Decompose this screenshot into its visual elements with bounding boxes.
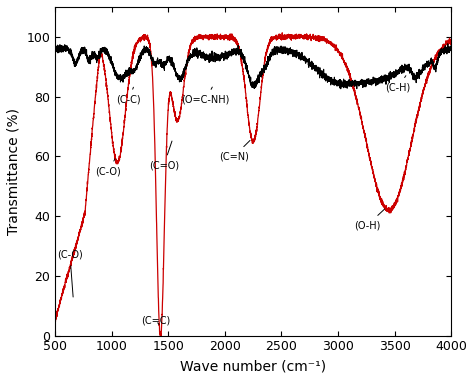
X-axis label: Wave number (cm⁻¹): Wave number (cm⁻¹) [180,359,326,373]
Text: (C=O): (C=O) [149,141,179,170]
Text: (C=N): (C=N) [219,140,250,162]
Text: (C=C): (C=C) [141,316,171,326]
Text: (C-C): (C-C) [117,87,141,105]
Text: (O=C-NH): (O=C-NH) [182,87,230,105]
Text: (C-O): (C-O) [57,250,83,297]
Text: (O-H): (O-H) [354,209,384,230]
Text: (C-O): (C-O) [96,159,121,176]
Y-axis label: Transmittance (%): Transmittance (%) [7,108,21,235]
Text: (C-H): (C-H) [385,76,410,93]
